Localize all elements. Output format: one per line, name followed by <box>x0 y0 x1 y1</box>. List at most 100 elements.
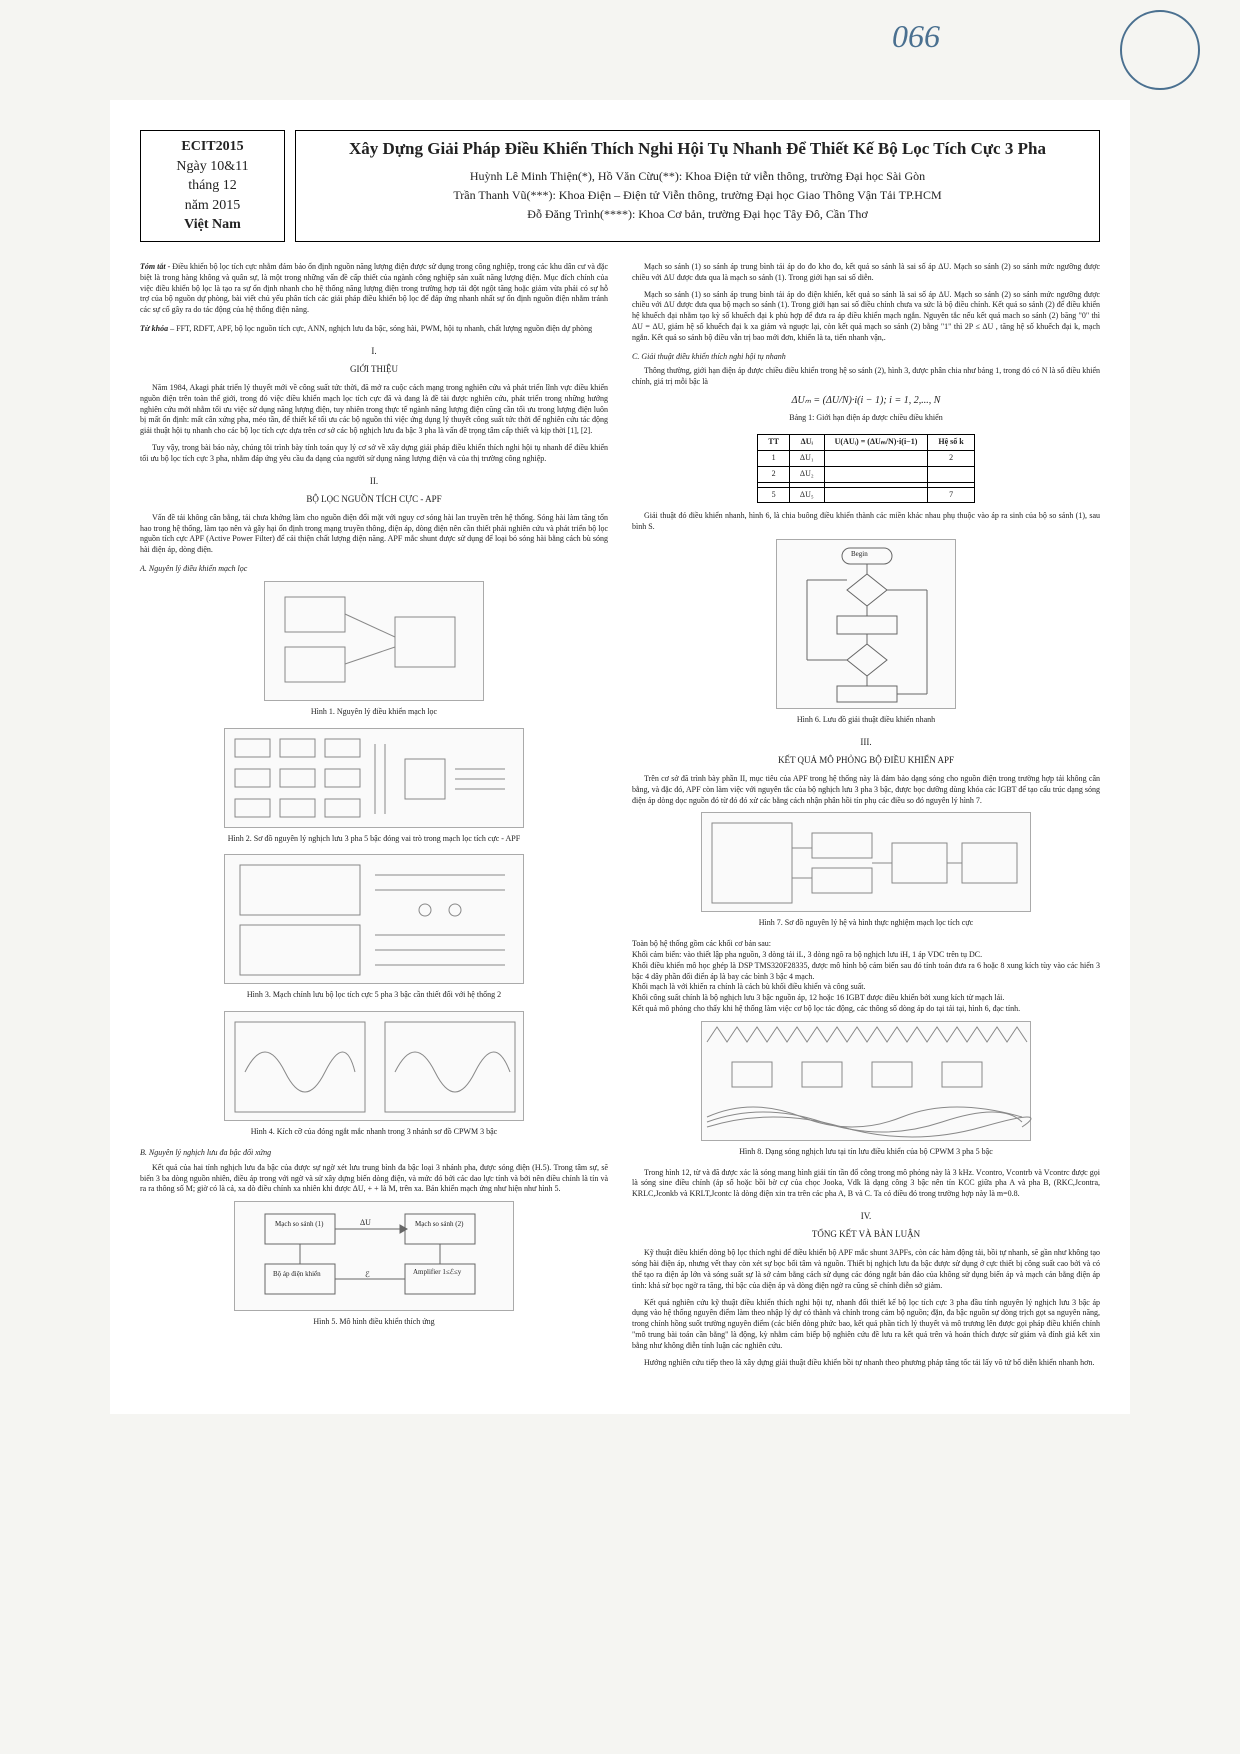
section-3-title: KẾT QUẢ MÔ PHỎNG BỘ ĐIỀU KHIỂN APF <box>632 754 1100 766</box>
conf-code: ECIT2015 <box>181 139 243 154</box>
table-cell <box>824 451 928 467</box>
two-column-body: Tóm tắt - Điều khiển bộ lọc tích cực nhằ… <box>140 262 1100 1374</box>
table-row: 1ΔU₁2 <box>758 451 974 467</box>
caption-3: Hình 3. Mạch chỉnh lưu bộ lọc tích cực 5… <box>140 990 608 1001</box>
sec4-p1: Kỹ thuật điều khiển dòng bộ lọc thích ng… <box>632 1248 1100 1291</box>
subsection-c: C. Giải thuật điều khiển thích nghi hội … <box>632 352 1100 363</box>
caption-2: Hình 2. Sơ đồ nguyên lý nghịch lưu 3 pha… <box>140 834 608 845</box>
table-cell: ΔU₂ <box>789 466 824 482</box>
right-p5: Trong hình 12, từ và đã được xác là sóng… <box>632 1168 1100 1200</box>
paper-page: ECIT2015 Ngày 10&11 tháng 12 năm 2015 Vi… <box>110 100 1130 1414</box>
fig5-bottom2-label: Amplifier 1≤ℰ≤y <box>413 1268 461 1277</box>
caption-7: Hình 7. Sơ đồ nguyên lý hệ và hình thực … <box>632 918 1100 929</box>
sec3-p1: Trên cơ sở đã trình bày phần II, mục tiê… <box>632 774 1100 806</box>
right-p3: Thông thường, giới hạn điện áp được chiề… <box>632 366 1100 388</box>
conf-date-3: năm 2015 <box>185 198 241 213</box>
table-cell: 2 <box>928 451 974 467</box>
author-line-3: Đỗ Đăng Trình(****): Khoa Cơ bản, trường… <box>308 205 1087 224</box>
table-header: ΔUᵢ <box>789 435 824 451</box>
caption-5: Hình 5. Mô hình điều khiển thích ứng <box>140 1317 608 1328</box>
paper-title: Xây Dựng Giải Pháp Điều Khiển Thích Nghi… <box>308 139 1087 159</box>
section-4-num: IV. <box>632 1210 1100 1222</box>
fig7-svg <box>702 813 1032 913</box>
subsection-a: A. Nguyên lý điều khiển mạch lọc <box>140 564 608 575</box>
table-header: Hệ số k <box>928 435 974 451</box>
section-2-title: BỘ LỌC NGUỒN TÍCH CỰC - APF <box>140 493 608 505</box>
sec1-p2: Tuy vậy, trong bài báo này, chúng tôi tr… <box>140 443 608 465</box>
table-header: TT <box>758 435 790 451</box>
right-column: Mạch so sánh (1) so sánh áp trung bình t… <box>632 262 1100 1374</box>
caption-8: Hình 8. Dạng sóng nghịch lưu tại tín lưu… <box>632 1147 1100 1158</box>
section-3-num: III. <box>632 736 1100 748</box>
fig4-svg <box>225 1012 525 1122</box>
caption-1: Hình 1. Nguyên lý điều khiển mạch lọc <box>140 707 608 718</box>
figure-7 <box>701 812 1031 912</box>
table-1: TTΔUᵢU(AUᵢ) = (ΔUₘ/N)·i(i−1)Hệ số k 1ΔU₁… <box>757 434 974 503</box>
caption-4: Hình 4. Kích cỡ của đóng ngắt mắc nhanh … <box>140 1127 608 1138</box>
table-header: U(AUᵢ) = (ΔUₘ/N)·i(i−1) <box>824 435 928 451</box>
figure-5: Mạch so sánh (1) ΔU Mạch so sánh (2) Bộ … <box>234 1201 514 1311</box>
sec2-p1: Vấn đề tải không cân bằng, tải chưa khởn… <box>140 513 608 556</box>
fig5-bottom1-label: Bộ áp điện khiển <box>273 1270 321 1279</box>
fig2-svg <box>225 729 525 829</box>
table-row: 2ΔU₂ <box>758 466 974 482</box>
right-p1: Mạch so sánh (1) so sánh áp trung bình t… <box>632 262 1100 284</box>
table-row: 5ΔU₅7 <box>758 487 974 503</box>
figure-1 <box>264 581 484 701</box>
conf-date-2: tháng 12 <box>188 178 237 193</box>
right-p2: Mạch so sánh (1) so sánh áp trung bình t… <box>632 290 1100 344</box>
authors-block: Huỳnh Lê Minh Thiện(*), Hồ Văn Cừu(**): … <box>308 167 1087 225</box>
abstract-text: - Điều khiển bộ lọc tích cực nhằm đảm bả… <box>140 262 608 314</box>
equation-1: ΔUₘ = (ΔU/N)·i(i − 1); i = 1, 2,..., N <box>632 394 1100 408</box>
caption-6: Hình 6. Lưu đồ giải thuật điều khiển nha… <box>632 715 1100 726</box>
table-cell <box>824 466 928 482</box>
section-4-title: TỔNG KẾT VÀ BÀN LUẬN <box>632 1228 1100 1240</box>
subsection-b: B. Nguyên lý nghịch lưu đa bậc đối xứng <box>140 1148 608 1159</box>
conf-date-1: Ngày 10&11 <box>176 159 248 174</box>
fig5-block1-label: Mạch so sánh (1) <box>275 1220 323 1229</box>
abstract: Tóm tắt - Điều khiển bộ lọc tích cực nhằ… <box>140 262 608 316</box>
table-cell: ΔU₅ <box>789 487 824 503</box>
left-column: Tóm tắt - Điều khiển bộ lọc tích cực nhằ… <box>140 262 608 1374</box>
sec1-p1: Năm 1984, Akagi phát triển lý thuyết mới… <box>140 383 608 437</box>
figure-6: Begin <box>776 539 956 709</box>
abstract-label: Tóm tắt <box>140 262 166 271</box>
conf-location: Việt Nam <box>184 217 241 232</box>
sec-b-para: Kết quả của hai tính nghịch lưu đa bậc c… <box>140 1163 608 1195</box>
table-cell: 5 <box>758 487 790 503</box>
fig8-svg <box>702 1022 1032 1142</box>
figure-8 <box>701 1021 1031 1141</box>
fig6-svg <box>777 540 957 710</box>
fig5-block2-label: Mạch so sánh (2) <box>415 1220 463 1229</box>
figure-4 <box>224 1011 524 1121</box>
fig3-svg <box>225 855 525 985</box>
right-list: Toàn bộ hệ thống gồm các khối cơ bản sau… <box>632 939 1100 1015</box>
right-p4: Giải thuật đó điều khiển nhanh, hình 6, … <box>632 511 1100 533</box>
title-box: Xây Dựng Giải Pháp Điều Khiển Thích Nghi… <box>295 130 1100 242</box>
author-line-2: Trần Thanh Vũ(***): Khoa Điện – Điện tử … <box>308 186 1087 205</box>
kw-text: – FFT, RDFT, APF, bộ lọc nguồn tích cực,… <box>168 324 592 333</box>
fig5-mid1-label: ΔU <box>360 1218 371 1229</box>
table-cell <box>824 487 928 503</box>
table-cell: 2 <box>758 466 790 482</box>
section-2-num: II. <box>140 475 608 487</box>
sec4-p3: Hướng nghiên cứu tiếp theo là xây dựng g… <box>632 1358 1100 1369</box>
conference-meta-box: ECIT2015 Ngày 10&11 tháng 12 năm 2015 Vi… <box>140 130 285 242</box>
table1-caption: Bảng 1: Giới hạn điện áp được chiều điều… <box>632 413 1100 424</box>
kw-label: Từ khóa <box>140 324 168 333</box>
table-cell <box>928 466 974 482</box>
handwritten-circle <box>1120 10 1200 90</box>
author-line-1: Huỳnh Lê Minh Thiện(*), Hồ Văn Cừu(**): … <box>308 167 1087 186</box>
sec4-p2: Kết quả nghiên cứu kỹ thuật điều khiển t… <box>632 1298 1100 1352</box>
figure-3 <box>224 854 524 984</box>
keywords: Từ khóa – FFT, RDFT, APF, bộ lọc nguồn t… <box>140 324 608 335</box>
fig6-begin-label: Begin <box>851 550 868 559</box>
fig5-bottom-mid-label: ℰ <box>365 1270 370 1281</box>
figure-2 <box>224 728 524 828</box>
fig5-svg <box>235 1202 515 1312</box>
table-cell: ΔU₁ <box>789 451 824 467</box>
header-row: ECIT2015 Ngày 10&11 tháng 12 năm 2015 Vi… <box>140 130 1100 242</box>
section-1-num: I. <box>140 345 608 357</box>
section-1-title: GIỚI THIỆU <box>140 363 608 375</box>
fig1-svg <box>265 582 485 702</box>
